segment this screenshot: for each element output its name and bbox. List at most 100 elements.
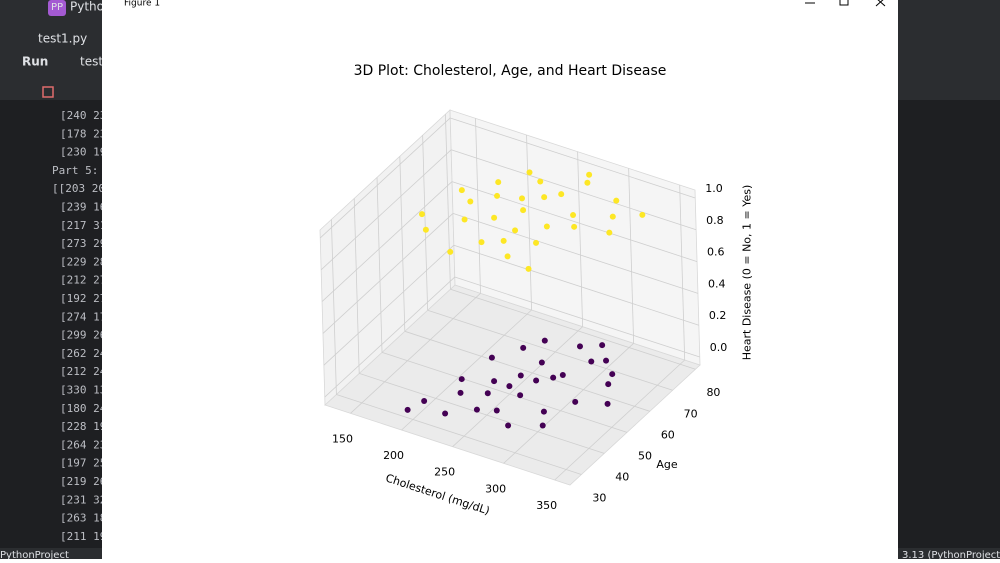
grid-line xyxy=(359,373,605,454)
point xyxy=(458,187,465,194)
chart-title: 3D Plot: Cholesterol, Age, and Heart Dis… xyxy=(354,63,667,79)
point xyxy=(404,406,411,413)
console-line: [[203 20 xyxy=(52,182,105,195)
console-line: Part 5: xyxy=(52,164,98,177)
console: [240 23 [178 23 [230 19 Part 5: [[203 20 [239… xyxy=(52,109,107,543)
console-line: [299 26 xyxy=(60,329,106,342)
console-line: [230 19 xyxy=(60,146,106,159)
project-name[interactable]: Python xyxy=(70,0,112,14)
grid-line xyxy=(452,213,699,294)
grid-line xyxy=(320,149,452,271)
point xyxy=(442,410,449,417)
console-line: [273 29 xyxy=(60,237,106,250)
grid-line xyxy=(381,351,628,433)
point xyxy=(495,179,502,186)
point xyxy=(506,383,513,390)
x-tick-label: 250 xyxy=(434,466,455,479)
console-line: [229 28 xyxy=(60,255,106,268)
y-tick-label: 30 xyxy=(592,491,606,504)
grid-line xyxy=(451,149,697,231)
close-button[interactable] xyxy=(875,0,886,7)
window-title: Figure 1 xyxy=(124,0,160,9)
console-line: [231 32 xyxy=(60,493,106,506)
point xyxy=(493,407,500,414)
grid-line xyxy=(323,244,455,366)
y-tick-label: 70 xyxy=(684,407,698,420)
point xyxy=(488,354,495,361)
x-tick-label: 350 xyxy=(536,499,557,512)
console-line: [192 27 xyxy=(60,292,106,305)
grid-line xyxy=(628,168,635,344)
x-tick-label: 200 xyxy=(383,449,404,462)
point xyxy=(519,195,526,202)
z-tick-label: 0.8 xyxy=(706,214,724,227)
y-tick-label: 60 xyxy=(661,428,675,441)
y-tick-label: 80 xyxy=(706,386,720,399)
z-tick-label: 0.2 xyxy=(709,309,727,322)
point xyxy=(605,381,612,388)
grid-line xyxy=(322,213,454,334)
grid-line xyxy=(451,181,698,262)
point xyxy=(520,207,527,214)
point xyxy=(421,397,428,404)
grid-line xyxy=(577,151,584,327)
point xyxy=(526,169,533,176)
stop-button[interactable] xyxy=(42,86,54,98)
grid-line xyxy=(319,117,451,239)
grid-line xyxy=(331,219,337,395)
point xyxy=(447,248,454,255)
grid-line xyxy=(427,309,673,391)
console-line: [217 31 xyxy=(60,219,106,232)
point xyxy=(541,337,548,344)
point xyxy=(538,359,545,366)
grid-line xyxy=(336,394,582,475)
grid-line xyxy=(376,177,383,353)
point xyxy=(533,239,540,246)
grid-line xyxy=(401,309,532,431)
point xyxy=(512,227,519,234)
point xyxy=(639,211,646,218)
point xyxy=(517,392,524,399)
grid-line xyxy=(450,288,696,370)
point xyxy=(525,265,532,272)
point xyxy=(576,343,583,350)
console-line: [264 23 xyxy=(60,438,106,451)
point xyxy=(572,398,579,405)
maximize-button[interactable] xyxy=(839,0,849,6)
editor-tab[interactable]: test1.py xyxy=(38,32,87,46)
y-tick-label: 50 xyxy=(638,449,652,462)
project-badge: PP xyxy=(51,2,63,13)
grid-line xyxy=(399,156,406,332)
grid-line xyxy=(404,330,650,412)
point xyxy=(458,376,465,383)
point xyxy=(543,223,550,230)
grid-line xyxy=(445,114,451,290)
point xyxy=(558,191,565,198)
grid-line xyxy=(453,244,699,326)
status-project: PythonProject xyxy=(0,550,69,559)
point xyxy=(603,357,610,364)
point xyxy=(505,422,512,429)
console-line: [180 24 xyxy=(60,402,107,415)
run-label: Run xyxy=(22,55,48,69)
grid-line xyxy=(321,181,453,302)
point xyxy=(541,194,548,201)
status-interpreter: 3.13 (PythonProject xyxy=(902,550,1000,559)
point xyxy=(586,171,593,178)
point xyxy=(418,211,425,218)
y-axis-label: Age xyxy=(656,458,678,471)
point xyxy=(537,178,544,185)
point xyxy=(539,422,546,429)
console-line: [263 18 xyxy=(60,512,106,525)
point xyxy=(461,216,468,223)
grid-line xyxy=(452,326,583,447)
point xyxy=(491,378,498,385)
point xyxy=(540,408,547,415)
grid-line xyxy=(324,276,456,398)
point xyxy=(588,358,595,365)
point xyxy=(500,237,507,244)
point xyxy=(571,223,578,230)
z-tick-label: 0.6 xyxy=(707,246,725,259)
